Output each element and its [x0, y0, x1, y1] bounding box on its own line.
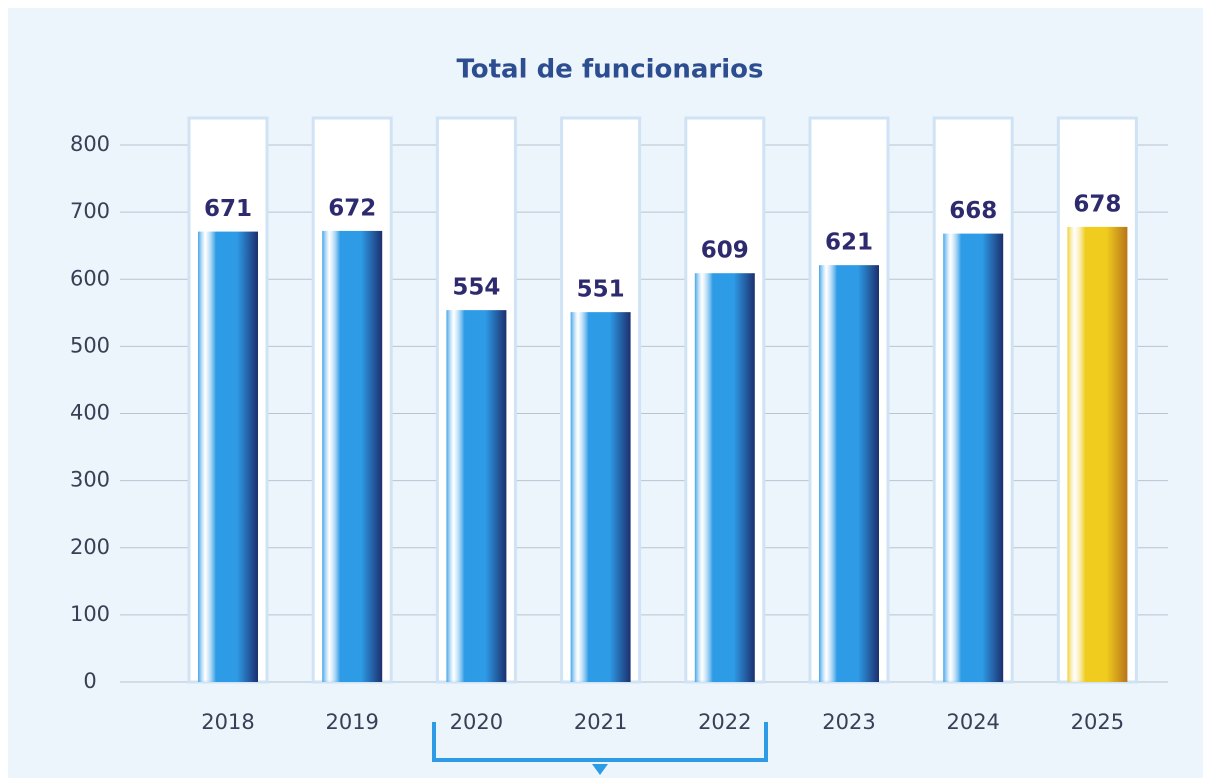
value-label: 551	[577, 277, 625, 303]
x-tick-label: 2024	[946, 710, 999, 734]
bar	[570, 312, 631, 682]
y-tick-label: 100	[70, 602, 110, 626]
y-tick-label: 300	[70, 468, 110, 492]
y-tick-label: 700	[70, 199, 110, 223]
y-tick-label: 600	[70, 266, 110, 290]
chart-title: Total de funcionarios	[456, 55, 763, 85]
x-tick-label: 2025	[1071, 710, 1124, 734]
value-label: 621	[825, 230, 873, 256]
value-label: 609	[701, 238, 749, 264]
x-tick-label: 2021	[574, 710, 627, 734]
bracket-arrow	[592, 764, 608, 775]
bar	[943, 233, 1004, 683]
value-label: 678	[1073, 191, 1121, 217]
value-label: 554	[452, 275, 500, 301]
bar	[819, 265, 879, 682]
y-tick-label: 0	[83, 669, 96, 693]
bar	[322, 230, 383, 683]
y-tick-label: 200	[70, 535, 110, 559]
y-tick-label: 800	[70, 132, 110, 156]
x-tick-label: 2022	[698, 710, 751, 734]
bracket	[432, 722, 768, 762]
bar	[694, 273, 755, 682]
y-tick-label: 400	[70, 401, 110, 425]
x-tick-label: 2018	[201, 710, 254, 734]
value-label: 671	[204, 196, 252, 222]
bar	[1067, 226, 1128, 682]
y-tick-label: 500	[70, 333, 110, 357]
x-tick-label: 2019	[325, 710, 378, 734]
bar	[198, 231, 258, 682]
x-tick-label: 2023	[822, 710, 875, 734]
value-label: 672	[328, 195, 376, 221]
x-tick-label: 2020	[450, 710, 503, 734]
value-label: 668	[949, 198, 997, 224]
bar	[446, 310, 507, 682]
